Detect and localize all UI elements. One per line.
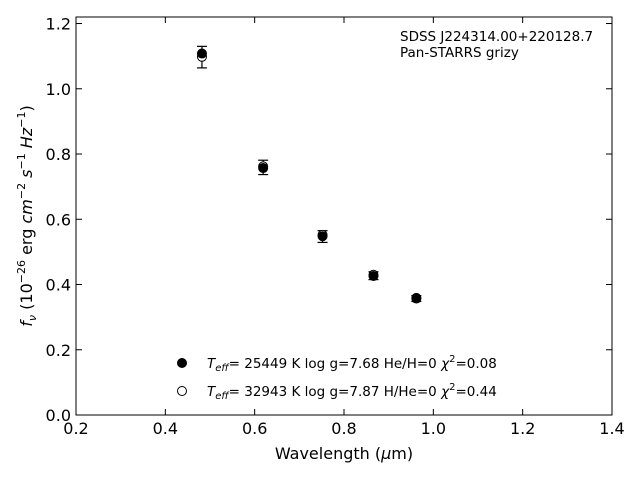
point-filled [258,163,269,174]
x-tick-label: 0.4 [153,419,178,438]
y-tick-label: 0.8 [46,145,71,164]
x-axis-ticks: 0.2 0.4 0.6 0.8 1.0 1.2 1.4 [63,17,625,438]
x-tick-label: 0.8 [331,419,356,438]
annotation-survey: Pan-STARRS grizy [400,45,519,61]
point-filled [411,293,422,304]
legend-entry-1: Teff= 25449 K log g=7.68 He/H=0 χ2=0.08 [207,354,497,374]
x-tick-label: 0.6 [242,419,267,438]
y-tick-label: 1.0 [46,80,71,99]
y-tick-label: 1.2 [46,15,71,34]
legend-marker-filled [177,358,187,368]
annotation-object-name: SDSS J224314.00+220128.7 [400,29,593,45]
point-filled [196,48,207,59]
y-axis-ticks: 0.0 0.2 0.4 0.6 0.8 1.0 1.2 [46,15,612,425]
y-tick-label: 0.0 [46,406,71,425]
x-tick-label: 0.2 [63,419,88,438]
point-filled [368,271,379,282]
y-tick-label: 0.6 [46,210,71,229]
y-axis-label: fν (10−26 erg cm−2 s−1 Hz−1) [15,105,39,326]
series-markers [196,48,422,304]
legend: Teff= 25449 K log g=7.68 He/H=0 χ2=0.08 … [177,354,497,402]
legend-marker-open [177,386,187,396]
x-tick-label: 1.0 [421,419,446,438]
x-axis-label: Wavelength (μm) [275,444,413,463]
point-filled [317,231,328,242]
y-tick-label: 0.2 [46,341,71,360]
error-bars [196,45,422,303]
y-tick-label: 0.4 [46,276,71,295]
x-tick-label: 1.2 [510,419,535,438]
legend-entry-2: Teff= 32943 K log g=7.87 H/He=0 χ2=0.44 [207,382,497,402]
x-tick-label: 1.4 [599,419,624,438]
